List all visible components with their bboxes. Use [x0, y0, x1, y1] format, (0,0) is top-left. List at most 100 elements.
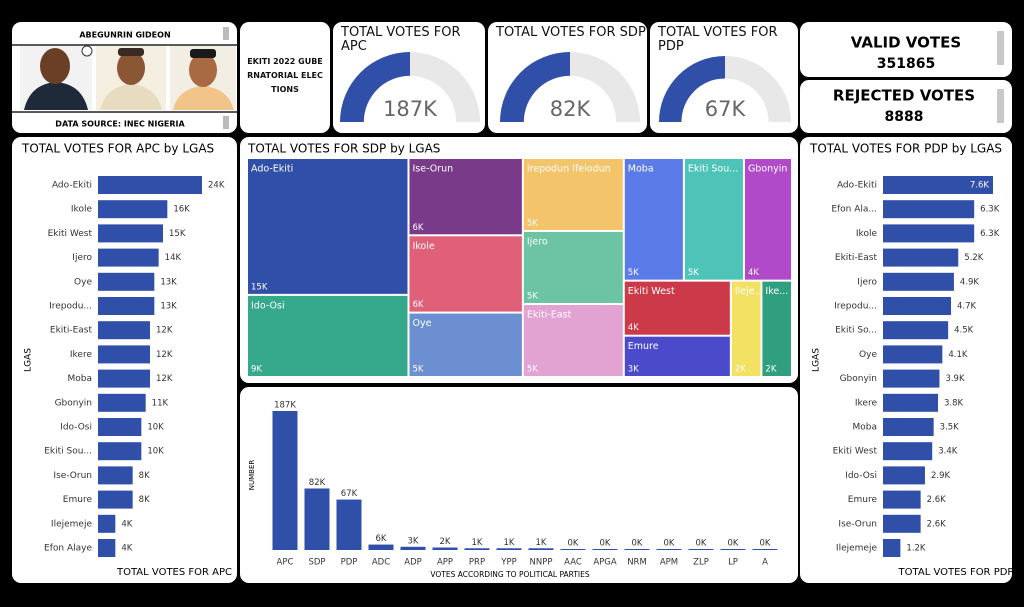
- scrollbar: [223, 116, 229, 129]
- value-label: 6K: [376, 534, 387, 544]
- value-label: 1K: [536, 538, 547, 548]
- category-label: SDP: [308, 558, 325, 568]
- category-label: Ekiti Sou...: [44, 447, 92, 457]
- chart-title: TOTAL VOTES FOR APC by LGAS: [21, 142, 214, 156]
- treemap-tile: [523, 232, 623, 303]
- value-label: 13K: [160, 302, 177, 312]
- tile-value: 4K: [628, 323, 639, 333]
- treemap-tile: [409, 313, 522, 376]
- value-label: 4K: [121, 519, 132, 529]
- bar: [336, 499, 362, 550]
- category-label: Gbonyin: [840, 374, 877, 384]
- category-label: APM: [660, 558, 678, 568]
- category-label: Efon Alaye: [44, 544, 92, 554]
- value-label: 82K: [309, 478, 326, 488]
- tile-label: Ekiti-East: [527, 310, 572, 321]
- bar: [883, 272, 954, 291]
- bar: [883, 393, 938, 412]
- bar: [883, 539, 901, 557]
- category-label: ADP: [404, 558, 422, 568]
- panel: [240, 22, 330, 133]
- value-label: 3K: [408, 536, 419, 546]
- value-label: 4.5K: [954, 326, 974, 336]
- value-label: 0K: [632, 539, 643, 549]
- value-label: 4.7K: [957, 302, 977, 312]
- bar: [883, 490, 921, 509]
- value-label: 12K: [156, 326, 173, 336]
- gauge-fill: [659, 56, 725, 122]
- bar: [98, 176, 202, 194]
- tile-label: Ikole: [412, 241, 434, 252]
- category-label: Irepodu...: [49, 302, 92, 312]
- bar: [592, 549, 618, 550]
- bar: [464, 548, 490, 550]
- value-label: 3.4K: [938, 447, 958, 457]
- photo-cap: [118, 48, 144, 56]
- panel: [333, 22, 485, 133]
- x-axis-label: VOTES ACCORDING TO POLITICAL PARTIES: [430, 570, 590, 579]
- bar: [883, 297, 952, 315]
- tile-label: Moba: [628, 164, 654, 175]
- dashboard-title: EKITI 2022 GUBERNATORIAL ELECTIONS: [247, 57, 323, 94]
- category-label: Ekiti West: [833, 447, 878, 457]
- bar: [98, 393, 146, 412]
- bar: [98, 418, 142, 436]
- x-axis-label: TOTAL VOTES FOR APC: [116, 567, 232, 578]
- gauge-value: 82K: [550, 97, 592, 121]
- value-label: 11K: [152, 398, 169, 408]
- treemap-tile: [248, 295, 408, 376]
- category-label: Ikere: [855, 398, 878, 408]
- gauge-title: TOTAL VOTES FOR SDP: [496, 25, 646, 40]
- photo-head: [117, 51, 145, 85]
- bar: [98, 272, 155, 291]
- value-label: 10K: [147, 447, 164, 457]
- bar: [883, 466, 925, 485]
- category-label: Ise-Orun: [53, 471, 92, 481]
- value-label: 2.6K: [927, 519, 947, 529]
- gauge-fill: [340, 52, 410, 122]
- bar: [98, 200, 168, 219]
- tile-value: 5K: [412, 365, 423, 375]
- category-label: Ado-Ekiti: [837, 181, 877, 191]
- card-value: 8888: [885, 109, 924, 125]
- category-label: Emure: [63, 495, 93, 505]
- tile-label: Ise-Orun: [412, 164, 453, 175]
- treemap-tile: [409, 236, 522, 312]
- tile-label: Gbonyin: [748, 164, 788, 175]
- chart-title: TOTAL VOTES FOR PDP by LGAS: [809, 142, 1002, 156]
- photo-head: [40, 48, 70, 84]
- y-axis-label: LGAS: [812, 348, 822, 372]
- category-label: A: [762, 558, 768, 568]
- tile-label: Ileje...: [735, 286, 764, 297]
- category-label: Ijero: [857, 277, 877, 287]
- bar: [98, 321, 150, 340]
- value-label: 8K: [139, 495, 150, 505]
- category-label: NNPP: [530, 558, 553, 568]
- tile-label: Ido-Osi: [251, 300, 285, 311]
- candidate-photos: [12, 27, 1004, 129]
- y-axis-label: NUMBER: [248, 460, 256, 491]
- value-label: 16K: [173, 205, 190, 215]
- value-label: 6.3K: [980, 229, 1000, 239]
- value-label: 1K: [504, 538, 515, 548]
- bar: [368, 544, 394, 550]
- gauge-value: 187K: [383, 97, 438, 121]
- category-label: Ijero: [72, 253, 92, 263]
- tile-label: Ado-Ekiti: [251, 164, 293, 175]
- bar: [560, 549, 586, 550]
- category-label: Oye: [859, 350, 877, 360]
- panel: [800, 80, 1012, 133]
- value-label: 12K: [156, 350, 173, 360]
- category-label: Gbonyin: [55, 398, 92, 408]
- value-label: 3.5K: [940, 423, 960, 433]
- value-label: 4.9K: [960, 277, 980, 287]
- value-label: 0K: [600, 539, 611, 549]
- treemap-tile: [248, 159, 408, 294]
- category-label: Ido-Osi: [60, 423, 92, 433]
- gauge-fill: [500, 52, 570, 122]
- category-label: Ilejemeje: [51, 519, 93, 529]
- bar: [98, 514, 116, 533]
- bar: [98, 466, 133, 485]
- bar: [883, 176, 993, 194]
